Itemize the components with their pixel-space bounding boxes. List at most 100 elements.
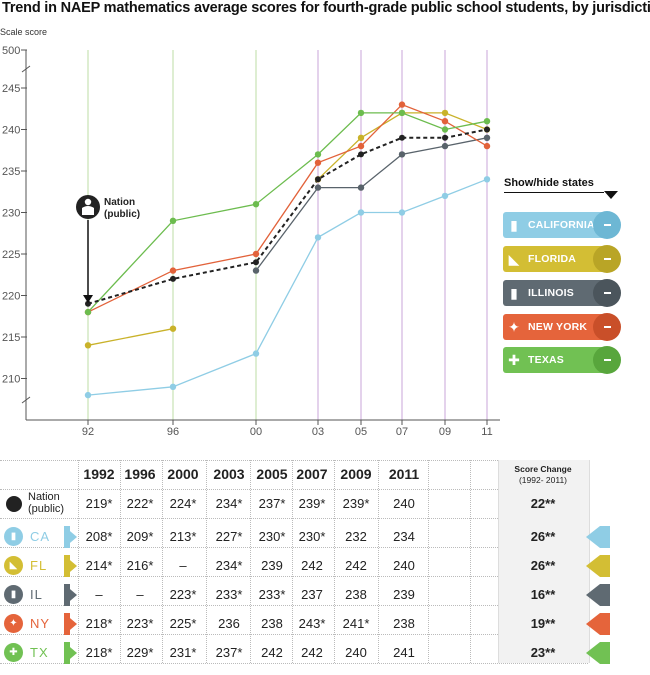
year-column-header: 2007 bbox=[296, 466, 328, 482]
row-end-tab bbox=[586, 613, 600, 635]
data-point bbox=[357, 209, 365, 216]
row-end-tab bbox=[600, 584, 610, 606]
data-point bbox=[483, 118, 491, 125]
x-tick-label: 00 bbox=[250, 426, 262, 438]
toggle-minus-icon[interactable] bbox=[593, 346, 621, 374]
table-row: ▮ IL – – 223* 233* 233* 237 238 239 16** bbox=[0, 580, 650, 609]
score-cell: 223* bbox=[169, 587, 197, 602]
series-line-new-york bbox=[87, 103, 488, 313]
score-cell: 242 bbox=[301, 558, 323, 573]
score-cell: 239 bbox=[393, 587, 415, 602]
row-label-text: Nation bbox=[28, 491, 60, 503]
x-tick-label: 11 bbox=[481, 426, 492, 438]
data-point bbox=[252, 267, 260, 274]
score-cell: 237* bbox=[215, 645, 243, 660]
chart-title: Trend in NAEP mathematics average scores… bbox=[2, 0, 650, 16]
y-axis-label: Scale score bbox=[0, 27, 47, 37]
state-toggle-label: NEW YORK bbox=[528, 321, 588, 333]
score-cell: 223* bbox=[126, 616, 154, 631]
data-point bbox=[169, 383, 177, 390]
row-end-tab bbox=[586, 584, 600, 606]
data-point bbox=[84, 391, 92, 399]
score-cell: 224* bbox=[169, 496, 197, 511]
person-body-icon bbox=[82, 206, 94, 215]
toggle-minus-icon[interactable] bbox=[593, 279, 621, 307]
state-toggle-california[interactable]: ▮ CALIFORNIA bbox=[503, 211, 621, 239]
score-cell: 242 bbox=[301, 645, 323, 660]
data-point bbox=[84, 342, 92, 349]
dropdown-arrow-icon[interactable] bbox=[604, 191, 618, 199]
row-label: ◣ FL bbox=[0, 551, 77, 580]
data-point bbox=[441, 109, 449, 117]
score-cell: 233* bbox=[215, 587, 243, 602]
state-marker-icon: ▮ bbox=[4, 527, 23, 546]
state-toggle-florida[interactable]: ◣ FLORIDA bbox=[503, 245, 621, 273]
year-column-header: 2009 bbox=[340, 466, 372, 482]
illinois-icon: ▮ bbox=[510, 285, 518, 301]
table-row: ◣ FL 214* 216* – 234* 239 242 242 240 26** bbox=[0, 551, 650, 580]
y-tick-label: 240 bbox=[2, 125, 20, 137]
row-label: ▮ CA bbox=[0, 522, 77, 551]
y-tick-label: 220 bbox=[2, 291, 20, 303]
score-cell: 238 bbox=[393, 616, 415, 631]
data-point bbox=[442, 134, 448, 141]
state-toggle-new-york[interactable]: ✦ NEW YORK bbox=[503, 313, 621, 341]
toggle-minus-icon[interactable] bbox=[593, 211, 621, 239]
row-end-tab bbox=[586, 555, 600, 577]
row-end-tab bbox=[600, 642, 610, 664]
toggle-minus-icon[interactable] bbox=[593, 245, 621, 273]
data-point bbox=[170, 275, 176, 282]
row-label-text: IL bbox=[30, 587, 43, 602]
row-label-text: TX bbox=[30, 645, 49, 660]
data-point bbox=[484, 126, 490, 133]
score-cell: 236 bbox=[218, 616, 240, 631]
score-cell: 218* bbox=[85, 645, 113, 660]
row-color-tab bbox=[64, 526, 77, 548]
score-cell: – bbox=[136, 587, 144, 602]
row-label-text: FL bbox=[30, 558, 48, 573]
toggle-minus-icon[interactable] bbox=[593, 313, 621, 341]
row-color-tab bbox=[64, 642, 77, 664]
state-marker-icon: ▮ bbox=[4, 585, 23, 604]
state-toggle-label: FLORIDA bbox=[528, 253, 577, 265]
data-point bbox=[85, 300, 91, 307]
year-column-header: 1996 bbox=[124, 466, 156, 482]
score-cell: 241* bbox=[342, 616, 370, 631]
data-point bbox=[314, 184, 322, 191]
data-point bbox=[483, 134, 491, 141]
data-point bbox=[169, 217, 177, 224]
score-cell: 233* bbox=[258, 587, 286, 602]
x-tick-label: 07 bbox=[396, 426, 408, 438]
state-toggle-texas[interactable]: ✚ TEXAS bbox=[503, 346, 621, 374]
nation-person-icon bbox=[6, 496, 22, 512]
score-cell: 213* bbox=[169, 529, 197, 544]
score-change-cell: 26** bbox=[530, 529, 556, 544]
toggle-underline bbox=[504, 192, 604, 193]
y-tick-label: 225 bbox=[2, 249, 20, 261]
score-cell: 240 bbox=[393, 558, 415, 573]
data-point bbox=[314, 151, 322, 158]
y-tick-label: 215 bbox=[2, 332, 20, 344]
x-tick-label: 09 bbox=[439, 426, 451, 438]
data-point bbox=[84, 308, 92, 316]
state-toggle-illinois[interactable]: ▮ ILLINOIS bbox=[503, 279, 621, 307]
score-cell: 237* bbox=[258, 496, 286, 511]
row-label: ✦ NY bbox=[0, 609, 77, 638]
score-cell: – bbox=[179, 558, 187, 573]
year-column-header: 2003 bbox=[213, 466, 245, 482]
data-point bbox=[398, 109, 406, 117]
score-cell: 238 bbox=[261, 616, 283, 631]
data-point bbox=[441, 142, 449, 150]
texas-icon: ✚ bbox=[508, 352, 520, 368]
data-point bbox=[399, 134, 405, 141]
score-cell: 230* bbox=[258, 529, 286, 544]
line-chart: Scale score 500 210 215 220 225 230 235 240 245 92… bbox=[0, 27, 500, 438]
state-marker-icon: ✦ bbox=[4, 614, 23, 633]
year-column-header: 1992 bbox=[83, 466, 115, 482]
row-end-tab bbox=[600, 526, 610, 548]
table-row: ▮ CA 208* 209* 213* 227* 230* 230* 232 234 26** bbox=[0, 522, 650, 551]
score-cell: 214* bbox=[85, 558, 113, 573]
score-cell: 240 bbox=[345, 645, 367, 660]
data-point bbox=[441, 126, 449, 133]
row-color-tab bbox=[64, 584, 77, 606]
